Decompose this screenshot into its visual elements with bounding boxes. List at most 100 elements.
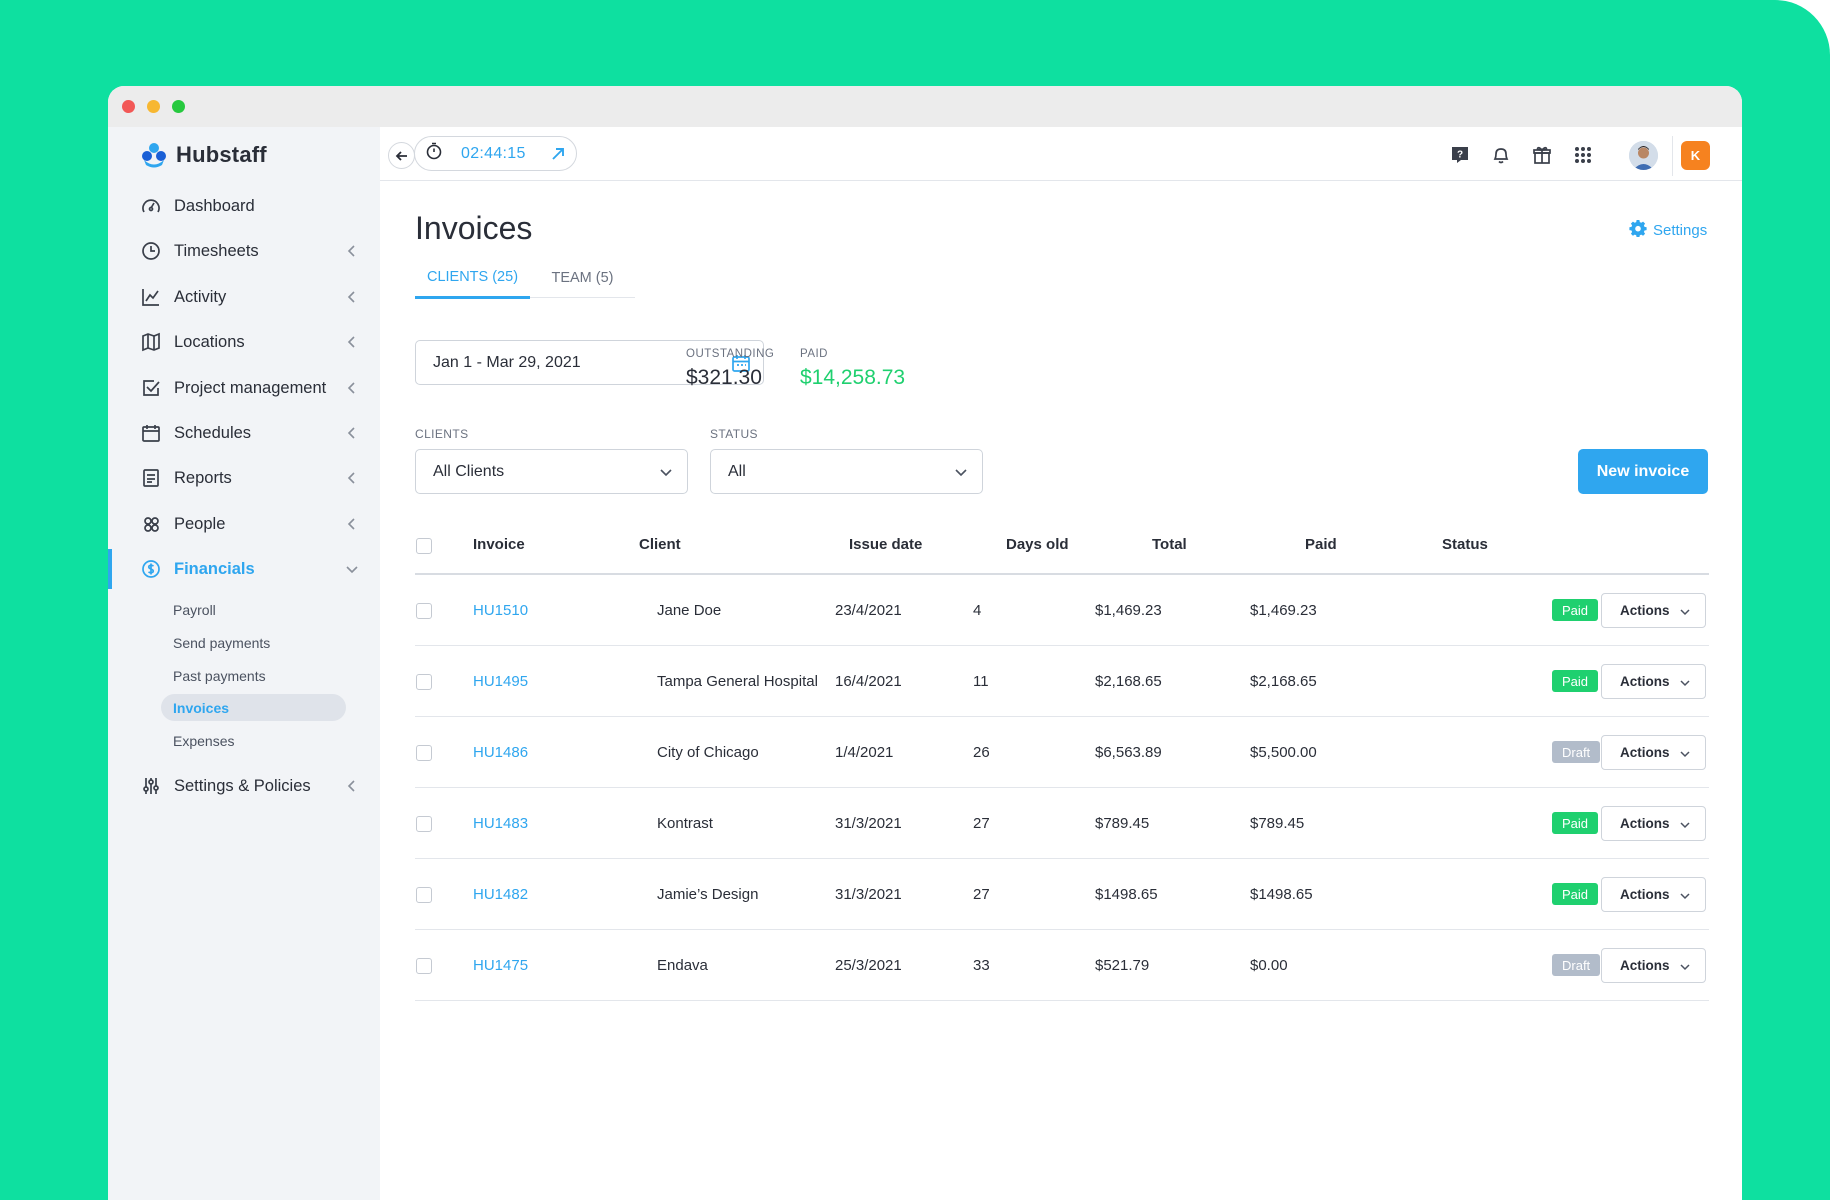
row-divider xyxy=(415,787,1709,788)
actions-dropdown-button[interactable]: Actions xyxy=(1601,735,1706,770)
sidebar-item-settings-policies[interactable]: Settings & Policies xyxy=(108,766,380,806)
sidebar-item-label: Settings & Policies xyxy=(174,776,311,795)
sidebar-subitem-payroll[interactable]: Payroll xyxy=(173,601,216,618)
invoice-number-link[interactable]: HU1486 xyxy=(473,744,529,761)
sidebar-subitem-send-payments[interactable]: Send payments xyxy=(173,634,271,651)
actions-dropdown-button[interactable]: Actions xyxy=(1601,806,1706,841)
help-icon[interactable]: ? xyxy=(1448,143,1472,167)
actions-dropdown-button[interactable]: Actions xyxy=(1601,593,1706,628)
invoice-total: $521.79 xyxy=(1095,957,1150,974)
column-header-paid[interactable]: Paid xyxy=(1305,536,1337,553)
clock-icon xyxy=(140,240,162,262)
date-range-picker[interactable]: Jan 1 - Mar 29, 2021 xyxy=(415,340,764,385)
minimize-window-button[interactable] xyxy=(147,100,160,113)
new-invoice-button[interactable]: New invoice xyxy=(1578,449,1708,494)
timer-value: 02:44:15 xyxy=(461,144,526,162)
svg-text:?: ? xyxy=(1457,150,1463,161)
sidebar-item-project-management[interactable]: Project management xyxy=(108,368,380,408)
sidebar-item-financials[interactable]: Financials xyxy=(108,549,380,589)
chevron-down-icon xyxy=(344,561,360,577)
invoice-total: $1,469.23 xyxy=(1095,602,1162,619)
issue-date: 31/3/2021 xyxy=(835,886,902,903)
checkbox-icon xyxy=(140,377,162,399)
invoice-number-link[interactable]: HU1510 xyxy=(473,602,529,619)
invoice-number-link[interactable]: HU1483 xyxy=(473,815,529,832)
days-old: 27 xyxy=(973,886,990,903)
organization-badge[interactable]: K xyxy=(1681,141,1710,170)
row-checkbox[interactable] xyxy=(416,603,432,619)
issue-date: 25/3/2021 xyxy=(835,957,902,974)
row-divider xyxy=(415,858,1709,859)
maximize-window-button[interactable] xyxy=(172,100,185,113)
sidebar-item-schedules[interactable]: Schedules xyxy=(108,413,380,453)
issue-date: 31/3/2021 xyxy=(835,815,902,832)
column-header-invoice[interactable]: Invoice xyxy=(473,536,525,553)
sidebar-subitem-past-payments[interactable]: Past payments xyxy=(173,667,266,684)
actions-dropdown-button[interactable]: Actions xyxy=(1601,877,1706,912)
status-select[interactable]: All xyxy=(710,449,983,494)
chevron-left-icon xyxy=(344,334,360,350)
chevron-down-icon xyxy=(1679,890,1691,905)
outstanding-value: $321.30 xyxy=(686,366,762,389)
table-row: HU1495 Tampa General Hospital 16/4/2021 … xyxy=(415,646,1709,717)
user-avatar[interactable] xyxy=(1629,141,1658,170)
arrow-left-icon xyxy=(395,150,407,161)
invoice-number-link[interactable]: HU1495 xyxy=(473,673,529,690)
invoice-number-link[interactable]: HU1475 xyxy=(473,957,529,974)
sidebar-subitem-expenses[interactable]: Expenses xyxy=(173,732,235,749)
sidebar-item-timesheets[interactable]: Timesheets xyxy=(108,231,380,271)
open-timer-icon[interactable] xyxy=(550,146,566,167)
row-checkbox[interactable] xyxy=(416,745,432,761)
clients-select[interactable]: All Clients xyxy=(415,449,688,494)
invoice-tabs: CLIENTS (25) TEAM (5) xyxy=(415,258,635,299)
tab-clients[interactable]: CLIENTS (25) xyxy=(415,258,530,299)
tab-team[interactable]: TEAM (5) xyxy=(551,270,614,286)
logo[interactable]: Hubstaff xyxy=(140,141,267,169)
row-checkbox[interactable] xyxy=(416,958,432,974)
chevron-left-icon xyxy=(344,380,360,396)
sidebar-item-people[interactable]: People xyxy=(108,504,380,544)
time-tracker[interactable]: 02:44:15 xyxy=(414,136,577,171)
sidebar-item-reports[interactable]: Reports xyxy=(108,458,380,498)
column-header-status[interactable]: Status xyxy=(1442,536,1488,553)
column-header-days-old[interactable]: Days old xyxy=(1006,536,1069,553)
select-all-checkbox[interactable] xyxy=(416,538,432,554)
column-header-client[interactable]: Client xyxy=(639,536,681,553)
activity-chart-icon xyxy=(140,286,162,308)
status-select-value: All xyxy=(728,462,746,480)
gift-icon[interactable] xyxy=(1530,143,1554,167)
sidebar-subitem-invoices[interactable]: Invoices xyxy=(161,694,346,721)
sidebar-item-activity[interactable]: Activity xyxy=(108,277,380,317)
chevron-left-icon xyxy=(344,243,360,259)
bell-icon[interactable] xyxy=(1489,143,1513,167)
actions-dropdown-button[interactable]: Actions xyxy=(1601,664,1706,699)
sidebar-item-label: People xyxy=(174,514,226,533)
topbar-divider xyxy=(1672,136,1673,176)
sidebar-item-locations[interactable]: Locations xyxy=(108,322,380,362)
settings-link[interactable]: Settings xyxy=(1629,219,1707,241)
sidebar-item-label: Financials xyxy=(174,559,255,578)
apps-grid-icon[interactable] xyxy=(1571,143,1595,167)
actions-dropdown-button[interactable]: Actions xyxy=(1601,948,1706,983)
invoice-number-link[interactable]: HU1482 xyxy=(473,886,529,903)
invoice-paid-amount: $0.00 xyxy=(1250,957,1288,974)
column-header-total[interactable]: Total xyxy=(1152,536,1187,553)
invoice-total: $2,168.65 xyxy=(1095,673,1162,690)
collapse-sidebar-button[interactable] xyxy=(388,142,415,169)
status-badge: Draft xyxy=(1552,954,1601,976)
days-old: 33 xyxy=(973,957,990,974)
row-checkbox[interactable] xyxy=(416,816,432,832)
column-header-issue-date[interactable]: Issue date xyxy=(849,536,923,553)
active-indicator xyxy=(108,549,112,589)
map-icon xyxy=(140,331,162,353)
chevron-left-icon xyxy=(344,425,360,441)
close-window-button[interactable] xyxy=(122,100,135,113)
sidebar-item-dashboard[interactable]: Dashboard xyxy=(108,186,380,226)
days-old: 26 xyxy=(973,744,990,761)
report-icon xyxy=(140,467,162,489)
sidebar-item-label: Dashboard xyxy=(174,196,255,215)
row-checkbox[interactable] xyxy=(416,887,432,903)
row-checkbox[interactable] xyxy=(416,674,432,690)
invoice-total: $1498.65 xyxy=(1095,886,1158,903)
chevron-down-icon xyxy=(1679,677,1691,692)
